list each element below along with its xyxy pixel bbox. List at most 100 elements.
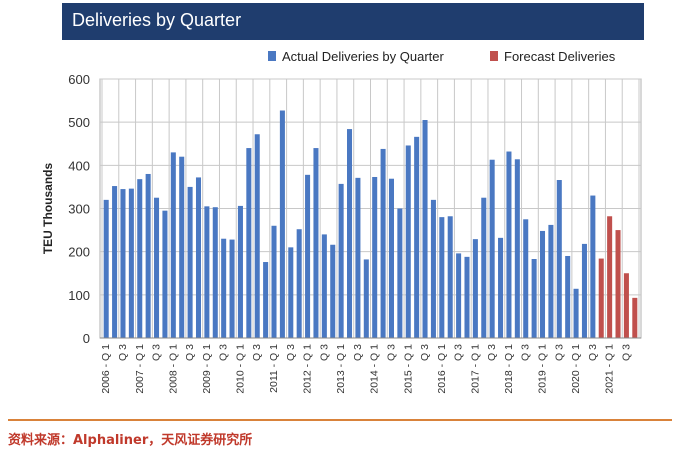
actual-bar bbox=[414, 136, 420, 338]
y-tick-label: 300 bbox=[68, 202, 90, 217]
legend-forecast-swatch bbox=[490, 51, 498, 61]
actual-bar bbox=[581, 243, 587, 338]
forecast-bar bbox=[607, 216, 613, 338]
actual-bar bbox=[456, 253, 462, 338]
actual-bar bbox=[279, 110, 285, 339]
source-note: 资料来源：Alphaliner，天风证券研究所 bbox=[8, 433, 253, 448]
actual-bar bbox=[187, 186, 193, 338]
x-tick-label: Q 3 bbox=[486, 344, 498, 361]
actual-bar bbox=[548, 224, 554, 338]
actual-bar bbox=[430, 199, 436, 338]
actual-bar bbox=[212, 207, 218, 338]
actual-bar bbox=[330, 244, 336, 338]
actual-bar bbox=[237, 205, 243, 338]
y-tick-label: 0 bbox=[83, 331, 90, 346]
x-tick-label: Q 3 bbox=[218, 344, 230, 361]
actual-bar bbox=[254, 134, 260, 338]
actual-bar bbox=[321, 234, 327, 338]
actual-bar bbox=[347, 129, 353, 338]
actual-bar bbox=[481, 197, 487, 338]
actual-bar bbox=[204, 206, 210, 338]
actual-bar bbox=[288, 247, 294, 338]
x-tick-label: 2006 - Q 1 bbox=[100, 344, 112, 394]
actual-bar bbox=[472, 239, 478, 338]
x-tick-label: 2021 - Q 1 bbox=[604, 344, 616, 394]
x-tick-label: 2010 - Q 1 bbox=[234, 344, 246, 394]
actual-bar bbox=[523, 219, 529, 338]
x-tick-label: 2012 - Q 1 bbox=[302, 344, 314, 394]
forecast-bar bbox=[623, 273, 629, 338]
x-tick-label: 2007 - Q 1 bbox=[134, 344, 146, 394]
y-tick-label: 100 bbox=[68, 288, 90, 303]
actual-bar bbox=[103, 199, 109, 338]
y-axis-label: TEU Thousands bbox=[41, 163, 55, 255]
actual-bar bbox=[447, 216, 453, 338]
actual-bar bbox=[179, 156, 185, 338]
x-tick-label: Q 3 bbox=[117, 344, 129, 361]
forecast-bar bbox=[615, 230, 621, 338]
actual-bar bbox=[162, 210, 168, 338]
actual-bar bbox=[405, 145, 411, 338]
x-tick-label: 2017 - Q 1 bbox=[469, 344, 481, 394]
legend-actual-label: Actual Deliveries by Quarter bbox=[282, 49, 445, 64]
x-tick-label: Q 3 bbox=[453, 344, 465, 361]
actual-bar bbox=[514, 159, 520, 338]
x-tick-label: Q 3 bbox=[587, 344, 599, 361]
x-tick-label: 2018 - Q 1 bbox=[503, 344, 515, 394]
actual-bar bbox=[355, 177, 361, 338]
x-tick-label: Q 3 bbox=[151, 344, 163, 361]
chart-title: Deliveries by Quarter bbox=[72, 10, 242, 30]
actual-bar bbox=[195, 177, 202, 338]
x-tick-label: Q 3 bbox=[520, 344, 532, 361]
x-tick-label: Q 3 bbox=[553, 344, 565, 361]
x-tick-label: Q 3 bbox=[419, 344, 431, 361]
actual-bar bbox=[263, 262, 269, 338]
actual-bar bbox=[565, 255, 571, 338]
actual-bar bbox=[137, 179, 143, 338]
actual-bar bbox=[489, 159, 495, 338]
x-tick-label: Q 3 bbox=[385, 344, 397, 361]
actual-bar bbox=[221, 238, 227, 338]
actual-bar bbox=[372, 176, 378, 338]
x-tick-label: 2009 - Q 1 bbox=[201, 344, 213, 394]
x-tick-label: Q 3 bbox=[251, 344, 263, 361]
actual-bar bbox=[531, 259, 537, 338]
y-tick-label: 400 bbox=[68, 158, 90, 173]
x-tick-label: Q 3 bbox=[318, 344, 330, 361]
actual-bar bbox=[397, 208, 403, 338]
chart-title-bar bbox=[62, 3, 644, 40]
actual-bar bbox=[380, 148, 386, 338]
y-tick-label: 200 bbox=[68, 245, 90, 260]
x-tick-label: 2014 - Q 1 bbox=[369, 344, 381, 394]
actual-bar bbox=[573, 288, 579, 338]
actual-bar bbox=[128, 188, 134, 338]
actual-bar bbox=[388, 178, 394, 338]
y-tick-label: 500 bbox=[68, 115, 90, 130]
x-tick-label: Q 3 bbox=[352, 344, 364, 361]
actual-bar bbox=[464, 256, 470, 338]
actual-bar bbox=[439, 217, 445, 338]
actual-bar bbox=[506, 151, 512, 338]
x-tick-label: Q 3 bbox=[285, 344, 297, 361]
x-tick-label: 2016 - Q 1 bbox=[436, 344, 448, 394]
actual-bar bbox=[363, 259, 369, 338]
x-tick-label: Q 3 bbox=[620, 344, 632, 361]
actual-bar bbox=[539, 230, 546, 338]
actual-bar bbox=[112, 186, 118, 338]
x-tick-label: 2019 - Q 1 bbox=[537, 344, 549, 394]
legend-actual-swatch bbox=[268, 51, 276, 61]
actual-bar bbox=[154, 197, 160, 338]
x-tick-label: 2008 - Q 1 bbox=[167, 344, 179, 394]
actual-bar bbox=[246, 148, 252, 338]
actual-bar bbox=[120, 189, 126, 338]
actual-bar bbox=[313, 148, 319, 338]
x-tick-label: 2020 - Q 1 bbox=[570, 344, 582, 394]
actual-bar bbox=[305, 174, 311, 338]
actual-bar bbox=[556, 180, 562, 338]
actual-bar bbox=[145, 173, 151, 338]
y-tick-label: 600 bbox=[68, 72, 90, 87]
actual-bar bbox=[498, 237, 504, 338]
source-divider bbox=[8, 419, 672, 421]
x-tick-label: 2011 - Q 1 bbox=[268, 344, 280, 393]
